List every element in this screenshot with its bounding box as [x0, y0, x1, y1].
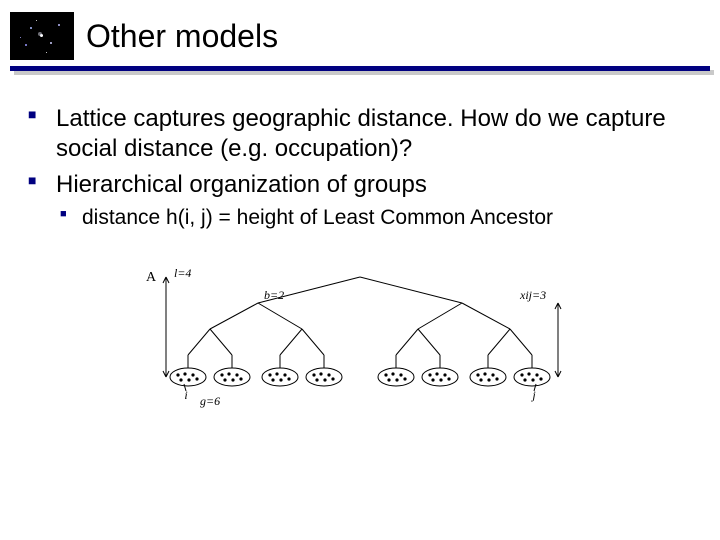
bullet-item: Lattice captures geographic distance. Ho… — [28, 104, 692, 164]
label-j: j — [530, 388, 536, 402]
label-g: g=6 — [200, 394, 220, 408]
bullet-text: Hierarchical organization of groups — [56, 171, 427, 198]
label-b: b=2 — [264, 288, 284, 302]
sub-bullet-list: distance h(i, j) = height of Least Commo… — [56, 204, 692, 231]
label-A: A — [146, 270, 157, 285]
label-xij: xij=3 — [519, 288, 546, 302]
bullet-list: Lattice captures geographic distance. Ho… — [28, 104, 692, 231]
body: Lattice captures geographic distance. Ho… — [0, 76, 720, 419]
title-row: Other models — [0, 12, 720, 60]
sub-bullet-text: distance h(i, j) = height of Least Commo… — [82, 206, 553, 229]
logo-image — [10, 12, 74, 60]
title-divider — [0, 66, 720, 76]
bullet-text: Lattice captures geographic distance. Ho… — [56, 105, 666, 162]
sub-bullet-item: distance h(i, j) = height of Least Commo… — [56, 204, 692, 231]
slide: Other models Lattice captures geographic… — [0, 0, 720, 540]
right-height-arrow — [555, 303, 561, 377]
tree-edges — [188, 277, 532, 368]
slide-title: Other models — [86, 18, 278, 55]
header: Other models — [0, 0, 720, 76]
label-l: l=4 — [174, 266, 191, 280]
bullet-item: Hierarchical organization of groups dist… — [28, 170, 692, 231]
hierarchy-diagram: A l=4 b=2 g=6 i j xij=3 — [140, 259, 580, 419]
left-height-arrow — [163, 277, 169, 377]
leaf-groups — [170, 368, 550, 386]
